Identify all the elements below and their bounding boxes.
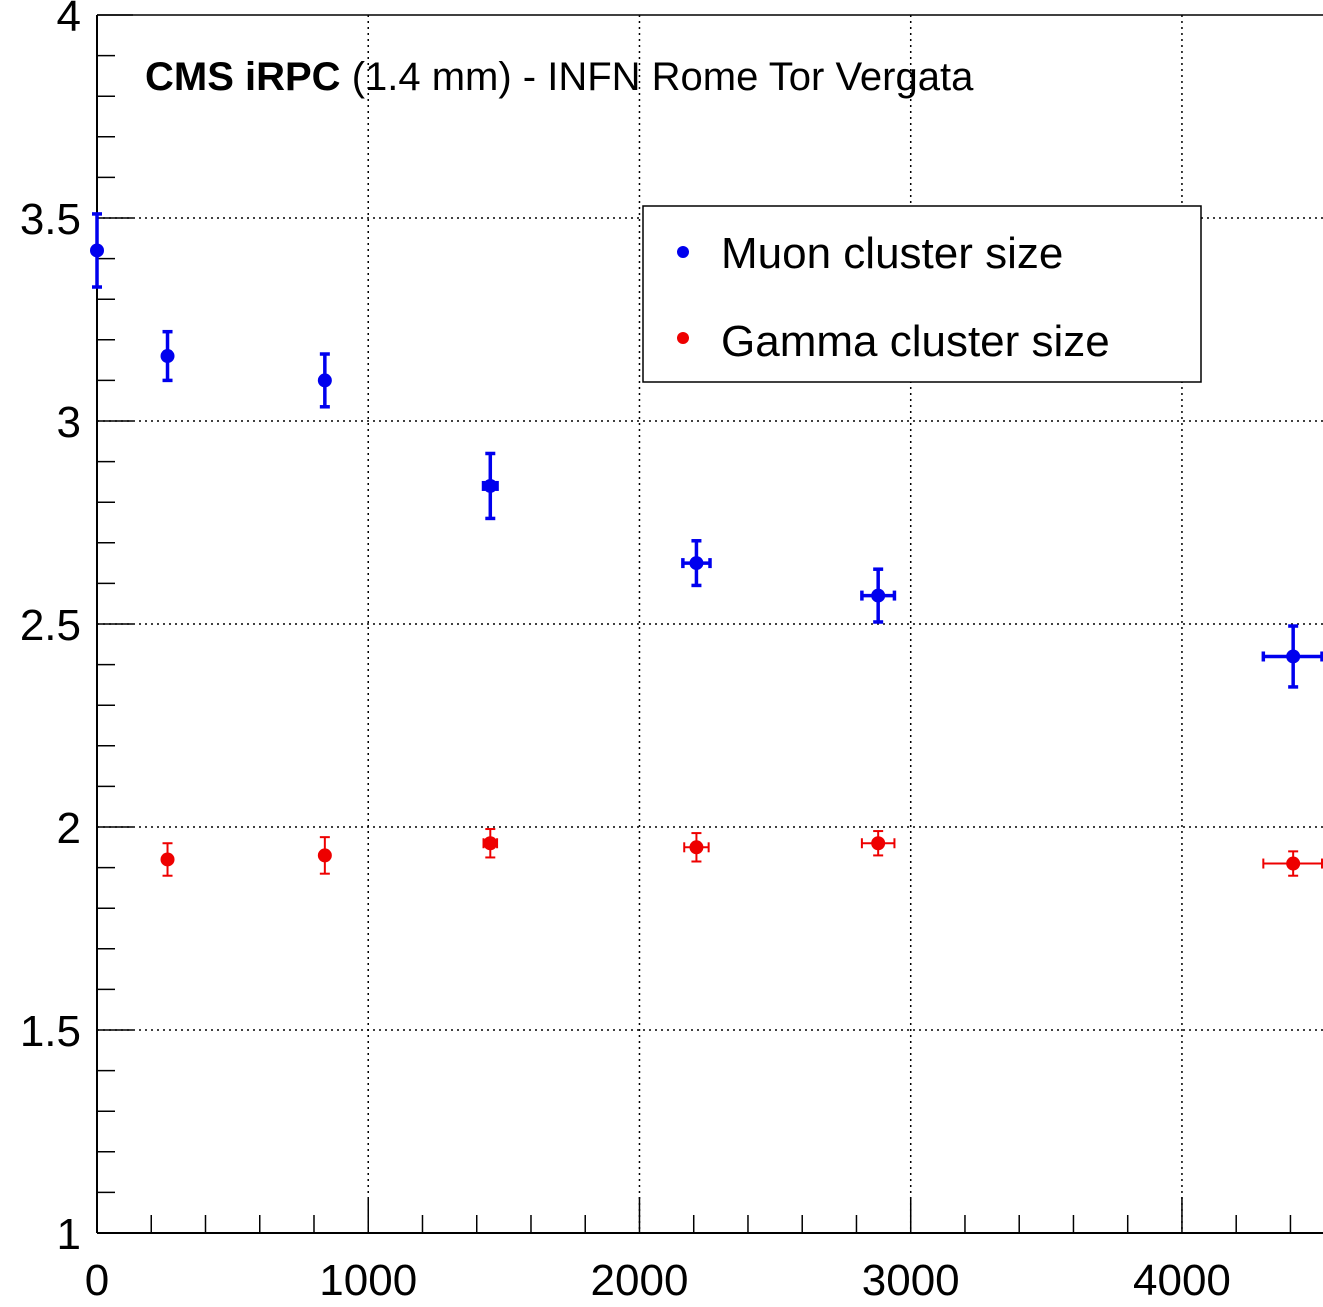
x-tick-label: 3000	[862, 1256, 960, 1305]
data-point	[481, 451, 499, 521]
y-tick-label: 3.5	[20, 195, 81, 244]
data-point	[90, 212, 104, 289]
chart-title-bold: CMS iRPC	[145, 55, 341, 99]
data-point	[317, 836, 332, 875]
data-point	[160, 842, 175, 877]
data-marker	[871, 836, 886, 851]
data-points	[90, 212, 1323, 877]
series-gamma	[160, 828, 1323, 877]
data-marker	[483, 836, 498, 851]
series-muon	[90, 212, 1323, 689]
data-marker	[1286, 649, 1301, 664]
chart-title-rest: (1.4 mm) - INFN Rome Tor Vergata	[341, 55, 975, 99]
legend-box	[642, 205, 1202, 383]
y-tick-label: 4	[57, 0, 81, 41]
legend-marker-gamma	[677, 332, 689, 344]
data-marker	[317, 373, 332, 388]
data-point	[160, 329, 175, 383]
y-tick-label: 1	[57, 1210, 81, 1259]
x-tick-label: 0	[85, 1256, 109, 1305]
legend-marker-muon	[677, 246, 689, 258]
x-tick-label: 1000	[319, 1256, 417, 1305]
legend-label-gamma: Gamma cluster size	[721, 317, 1110, 366]
data-marker	[160, 349, 175, 364]
data-marker	[483, 478, 498, 493]
x-tick-label: 4000	[1133, 1256, 1231, 1305]
legend-label-muon: Muon cluster size	[721, 229, 1063, 278]
y-tick-label: 2.5	[20, 601, 81, 650]
data-point	[683, 832, 710, 863]
data-point	[681, 539, 712, 588]
y-tick-label: 3	[57, 398, 81, 447]
data-point	[482, 828, 499, 859]
y-tick-label: 2	[57, 804, 81, 853]
data-point	[860, 830, 896, 857]
data-marker	[871, 588, 886, 603]
data-point	[860, 567, 897, 624]
legend: Muon cluster size Gamma cluster size	[642, 205, 1202, 383]
data-point	[317, 352, 332, 409]
data-marker	[689, 840, 704, 855]
data-marker	[90, 243, 104, 258]
data-marker	[689, 556, 704, 571]
data-point	[1262, 850, 1323, 877]
y-tick-label: 1.5	[20, 1007, 81, 1056]
x-tick-label: 2000	[591, 1256, 689, 1305]
chart-title: CMS iRPC (1.4 mm) - INFN Rome Tor Vergat…	[145, 55, 974, 99]
data-marker	[1286, 856, 1301, 871]
data-point	[1261, 624, 1323, 689]
data-marker	[160, 852, 175, 867]
tick-labels: 0 1000 2000 3000 4000 1 1.5 2 2.5 3 3.5 4	[20, 0, 1231, 1305]
data-marker	[317, 848, 332, 863]
axes	[96, 14, 1323, 1234]
